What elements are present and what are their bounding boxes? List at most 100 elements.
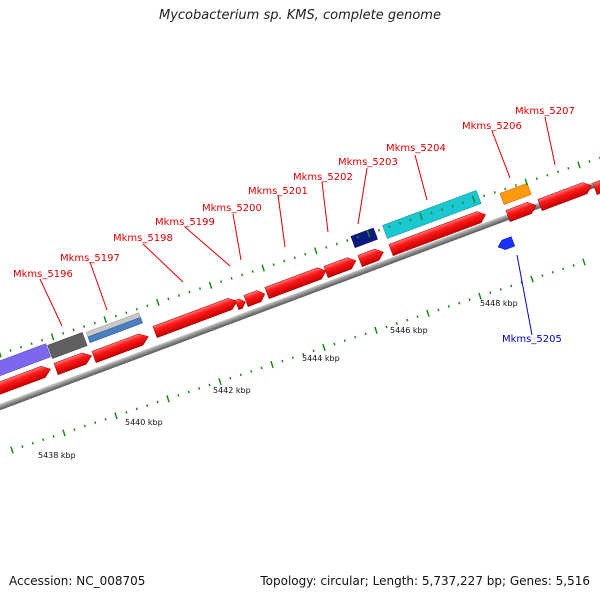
gene-arrow xyxy=(357,248,384,267)
tick-mark xyxy=(346,239,349,242)
tick-mark xyxy=(588,160,591,163)
gene-arrow-reverse xyxy=(497,236,516,250)
gene-label-mkms-5197: Mkms_5197 xyxy=(60,253,120,264)
gene-label-mkms-5196: Mkms_5196 xyxy=(13,269,73,280)
tick-mark xyxy=(135,407,138,411)
cog-feature-darkgray xyxy=(47,332,88,359)
tick-mark xyxy=(440,208,444,211)
genome-summary-text: Topology: circular; Length: 5,737,227 bp… xyxy=(260,574,590,588)
tick-mark xyxy=(468,298,471,301)
tick-mark xyxy=(409,218,412,222)
gene-label-mkms-5199: Mkms_5199 xyxy=(155,217,215,228)
gene-label-mkms-5200: Mkms_5200 xyxy=(202,203,262,214)
tick-mark xyxy=(239,373,242,377)
tick-mark xyxy=(272,263,275,266)
scale-label-5446: 5446 kbp xyxy=(390,326,428,335)
tick-mark xyxy=(437,308,440,312)
tick-mark xyxy=(177,393,180,397)
gene-arrow xyxy=(264,267,327,299)
gene-label-mkms-5205: Mkms_5205 xyxy=(502,334,562,345)
tick-mark xyxy=(73,428,76,431)
tick-mark xyxy=(419,212,423,221)
tick-mark xyxy=(10,446,14,454)
tick-mark xyxy=(483,194,486,198)
tick-mark xyxy=(52,434,55,438)
cog-feature-purple xyxy=(0,343,51,379)
tick-mark xyxy=(322,343,326,352)
tick-mark xyxy=(489,291,492,295)
tick-mark xyxy=(156,298,160,306)
tick-mark xyxy=(374,326,378,334)
tick-mark xyxy=(219,280,223,284)
tick-mark xyxy=(514,184,517,187)
gene-arrow xyxy=(505,202,537,222)
gene-label-mkms-5201: Mkms_5201 xyxy=(248,186,308,197)
tick-mark xyxy=(261,264,265,272)
tick-mark xyxy=(251,270,254,273)
tick-mark xyxy=(0,351,2,358)
tick-mark xyxy=(230,276,233,280)
gene-label-mkms-5204: Mkms_5204 xyxy=(386,143,446,154)
tick-mark xyxy=(582,258,586,266)
tick-mark xyxy=(458,301,461,305)
tick-mark xyxy=(577,161,581,169)
tick-mark xyxy=(354,335,357,339)
tick-mark xyxy=(530,275,534,283)
scale-label-5438: 5438 kbp xyxy=(38,451,76,460)
tick-mark xyxy=(281,359,284,363)
tick-mark xyxy=(312,349,315,353)
tick-mark xyxy=(426,309,430,317)
tick-mark xyxy=(240,273,244,277)
tick-mark xyxy=(135,307,138,311)
gene-label-mkms-5198: Mkms_5198 xyxy=(113,233,173,244)
cog-category-features xyxy=(0,182,532,379)
tick-mark xyxy=(541,274,544,278)
tick-mark xyxy=(62,331,65,335)
gene-arrow xyxy=(53,352,92,375)
gene-arrow xyxy=(91,333,149,363)
gene-arrow xyxy=(243,290,266,307)
tick-mark xyxy=(166,395,170,403)
tick-mark xyxy=(471,195,476,203)
tick-mark xyxy=(325,246,328,249)
lower-tick-row xyxy=(10,258,586,454)
tick-mark xyxy=(260,366,263,370)
tick-mark xyxy=(366,230,371,238)
tick-mark xyxy=(62,429,66,437)
cog-feature-orange xyxy=(499,182,532,205)
tick-mark xyxy=(510,284,513,288)
scale-label-5442: 5442 kbp xyxy=(213,386,251,395)
gene-arrow xyxy=(234,298,246,311)
tick-mark xyxy=(187,390,190,394)
tick-mark xyxy=(146,304,149,308)
tick-mark xyxy=(188,290,191,294)
tick-mark xyxy=(270,360,274,369)
tick-mark xyxy=(229,376,232,380)
tick-mark xyxy=(302,352,305,356)
tick-mark xyxy=(198,287,202,291)
cog-feature-navy xyxy=(350,227,378,248)
tick-mark xyxy=(493,190,496,194)
gene-arrow xyxy=(537,182,592,211)
label-leader-reverse xyxy=(516,254,533,336)
tick-mark xyxy=(125,311,128,315)
tick-mark xyxy=(335,242,338,246)
tick-mark xyxy=(19,345,23,349)
tick-mark xyxy=(388,225,391,229)
tick-mark xyxy=(551,270,554,274)
tick-mark xyxy=(524,178,529,186)
tick-mark xyxy=(546,173,549,177)
tick-mark xyxy=(293,256,296,260)
tick-mark xyxy=(291,356,294,360)
accession-text: Accession: NC_008705 xyxy=(9,574,146,588)
gene-arrow xyxy=(0,366,51,401)
tick-mark xyxy=(156,400,159,404)
scale-label-5448: 5448 kbp xyxy=(480,299,518,308)
tick-mark xyxy=(313,247,318,255)
tick-mark xyxy=(406,318,409,322)
tick-mark xyxy=(103,316,108,324)
upper-tick-row xyxy=(0,156,600,358)
scale-label-5440: 5440 kbp xyxy=(125,418,163,427)
tick-mark xyxy=(398,221,402,225)
tick-mark xyxy=(535,177,538,181)
